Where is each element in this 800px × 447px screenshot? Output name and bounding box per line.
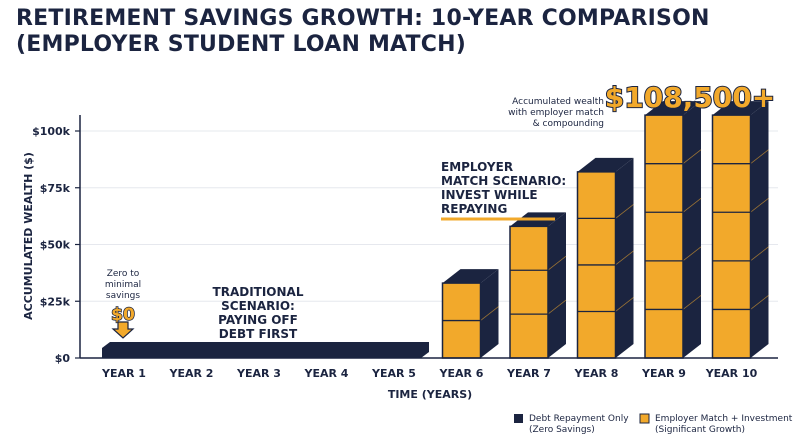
bar-top [442, 269, 499, 284]
x-tick-label: YEAR 2 [169, 367, 214, 380]
x-axis-ticks: YEAR 1 YEAR 2 YEAR 3 YEAR 4 YEAR 5 YEAR 6 YEAR… [101, 367, 758, 380]
y-tick-label: $50k [40, 239, 71, 252]
x-tick-label: YEAR 4 [304, 367, 349, 380]
zero-note-line-1: Zero to [107, 269, 140, 279]
bars [102, 101, 769, 359]
bar-side-line [547, 299, 567, 315]
zero-savings-note: Zero to minimal savings [105, 269, 141, 301]
bar-side-line [547, 255, 567, 271]
legend-label-employer-line-1: Employer Match + Investment [655, 414, 793, 424]
bar-side-line [682, 295, 702, 310]
employer-line-4: REPAYING [441, 202, 507, 216]
x-tick-label: YEAR 8 [574, 367, 619, 380]
chart-title-line-2: (EMPLOYER STUDENT LOAN MATCH) [16, 32, 466, 57]
bar-side [683, 101, 701, 359]
y-tick-label: $75k [40, 182, 71, 195]
y-tick-label: $0 [55, 352, 71, 365]
legend-label-debt-line-1: Debt Repayment Only [529, 414, 629, 424]
wealth-note-line-2: with employer match [508, 108, 604, 118]
bar-employer-year-10 [711, 101, 769, 359]
legend-label-employer-line-2: (Significant Growth) [655, 425, 745, 435]
traditional-line-2: SCENARIO: [221, 299, 295, 313]
bar-side-line [615, 250, 634, 266]
traditional-scenario-label: TRADITIONAL SCENARIO: PAYING OFF DEBT FI… [213, 285, 304, 341]
x-tick-label: YEAR 1 [101, 367, 146, 380]
bar-top [712, 101, 769, 116]
wealth-note-line-1: Accumulated wealth [512, 97, 604, 107]
y-axis-label: ACCUMULATED WEALTH ($) [22, 152, 35, 320]
peak-value-label: $108,500+ [605, 81, 775, 114]
bar-debt-repayment-years-1-5 [102, 342, 429, 358]
bar-side-line [750, 295, 769, 310]
x-tick-label: YEAR 5 [371, 367, 416, 380]
employer-line-2: MATCH SCENARIO: [441, 174, 566, 188]
x-tick-label: YEAR 3 [236, 367, 281, 380]
bar-employer-year-7 [509, 212, 567, 359]
y-tick-label: $25k [40, 295, 71, 308]
traditional-line-1: TRADITIONAL [213, 285, 304, 299]
bar-side-line [615, 297, 634, 312]
bar-front [644, 114, 684, 359]
chart-title-line-1: RETIREMENT SAVINGS GROWTH: 10-YEAR COMPA… [16, 6, 710, 31]
zero-note-line-2: minimal [105, 280, 141, 290]
bar-side-line [682, 149, 702, 165]
bar-side-line [750, 246, 769, 262]
wealth-note-line-3: & compounding [533, 119, 604, 129]
chart-title: RETIREMENT SAVINGS GROWTH: 10-YEAR COMPA… [16, 6, 786, 58]
bar-employer-year-8 [576, 157, 634, 359]
employer-line-3: INVEST WHILE [441, 188, 538, 202]
bar-side [750, 101, 769, 359]
y-axis-ticks: $0 $25k $50k $75k $100k [32, 125, 80, 365]
bar-side-line [480, 306, 499, 321]
down-arrow-icon [111, 321, 135, 339]
bar-front [711, 114, 752, 359]
y-tick-label: $100k [32, 125, 71, 138]
x-tick-label: YEAR 10 [705, 367, 758, 380]
bar-side-line [750, 149, 769, 165]
bar-side-line [682, 197, 702, 213]
bar-employer-year-6 [441, 269, 499, 359]
bar-employer-year-9 [644, 101, 702, 359]
legend-swatch-employer [639, 413, 650, 424]
employer-line-1: EMPLOYER [441, 160, 513, 174]
bar-side-line [750, 197, 769, 213]
bar-side-line [682, 246, 702, 262]
zero-value-label: $0 [111, 305, 135, 325]
legend-label-debt-line-2: (Zero Savings) [529, 425, 595, 435]
bar-side-line [615, 204, 634, 219]
traditional-line-4: DEBT FIRST [219, 327, 298, 341]
x-tick-label: YEAR 7 [506, 367, 551, 380]
bar-top [577, 157, 634, 172]
x-tick-label: YEAR 9 [641, 367, 686, 380]
traditional-line-3: PAYING OFF [218, 313, 298, 327]
zero-note-line-3: savings [106, 291, 140, 301]
x-tick-label: YEAR 6 [439, 367, 484, 380]
bar-side [548, 212, 566, 358]
legend: Debt Repayment Only (Zero Savings) Emplo… [514, 413, 793, 435]
employer-scenario-label: EMPLOYER MATCH SCENARIO: INVEST WHILE RE… [441, 160, 566, 216]
bar-top [645, 101, 701, 116]
bar-front [509, 225, 549, 359]
x-axis-label: TIME (YEARS) [388, 388, 472, 401]
legend-swatch-debt [514, 414, 523, 423]
wealth-note: Accumulated wealth with employer match &… [508, 97, 604, 129]
